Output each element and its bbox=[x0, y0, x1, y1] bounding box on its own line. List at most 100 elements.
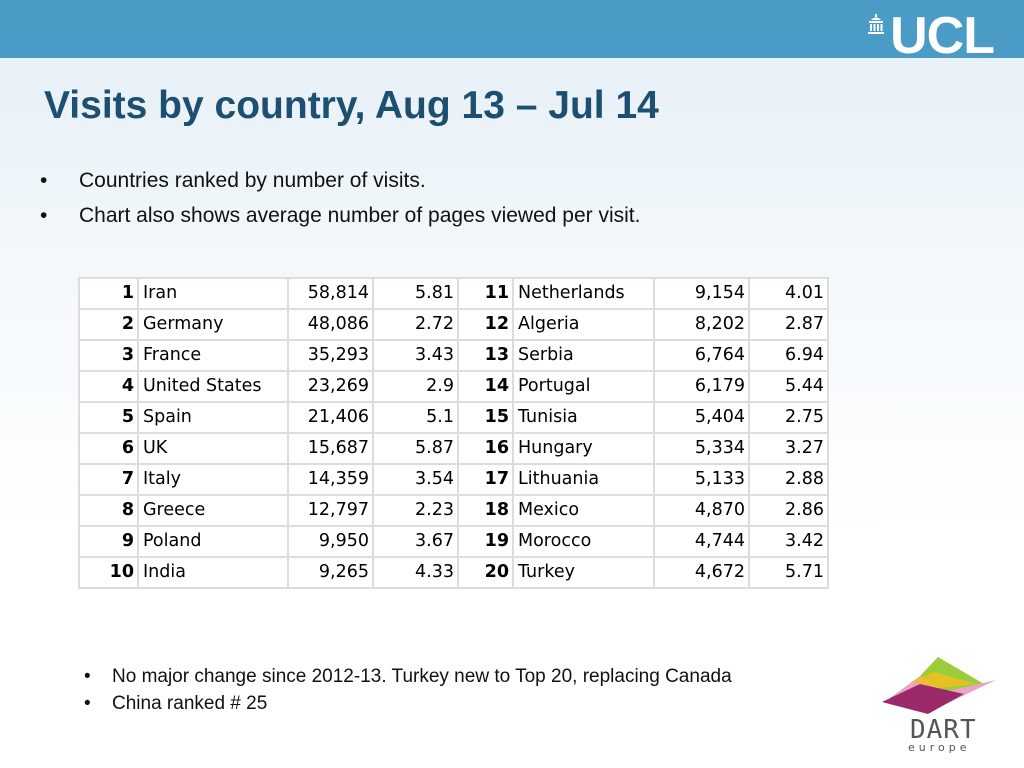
visits-cell: 35,293 bbox=[287, 339, 374, 372]
portico-icon bbox=[868, 14, 885, 34]
ucl-logo: UCL bbox=[868, 7, 995, 65]
visits-cell: 4,672 bbox=[653, 556, 750, 589]
country-cell: Tunisia bbox=[512, 401, 655, 434]
country-cell: UK bbox=[137, 432, 289, 465]
table-row: 6 UK 15,687 5.87 16 Hungary 5,334 3.27 bbox=[78, 432, 829, 465]
country-cell: Italy bbox=[137, 463, 289, 496]
pages-per-visit-cell: 2.9 bbox=[372, 370, 459, 403]
pages-per-visit-cell: 2.87 bbox=[748, 308, 829, 341]
pages-per-visit-cell: 2.86 bbox=[748, 494, 829, 527]
rank-cell: 16 bbox=[457, 432, 514, 465]
rank-cell: 8 bbox=[78, 494, 139, 527]
visits-cell: 4,870 bbox=[653, 494, 750, 527]
pages-per-visit-cell: 2.72 bbox=[372, 308, 459, 341]
rank-cell: 2 bbox=[78, 308, 139, 341]
dart-logo-text: DART bbox=[910, 715, 977, 745]
country-cell: Greece bbox=[137, 494, 289, 527]
rank-cell: 13 bbox=[457, 339, 514, 372]
rank-cell: 14 bbox=[457, 370, 514, 403]
pages-per-visit-cell: 5.81 bbox=[372, 277, 459, 310]
rank-cell: 10 bbox=[78, 556, 139, 589]
visits-cell: 58,814 bbox=[287, 277, 374, 310]
pages-per-visit-cell: 5.1 bbox=[372, 401, 459, 434]
visits-cell: 15,687 bbox=[287, 432, 374, 465]
visits-cell: 9,950 bbox=[287, 525, 374, 558]
dart-europe-logo: DART europe bbox=[882, 657, 996, 754]
table-row: 3 France 35,293 3.43 13 Serbia 6,764 6.94 bbox=[78, 339, 829, 372]
country-cell: Spain bbox=[137, 401, 289, 434]
country-cell: Portugal bbox=[512, 370, 655, 403]
pages-per-visit-cell: 4.33 bbox=[372, 556, 459, 589]
pages-per-visit-cell: 5.44 bbox=[748, 370, 829, 403]
visits-cell: 6,764 bbox=[653, 339, 750, 372]
rank-cell: 3 bbox=[78, 339, 139, 372]
rank-cell: 9 bbox=[78, 525, 139, 558]
visits-cell: 48,086 bbox=[287, 308, 374, 341]
pages-per-visit-cell: 3.42 bbox=[748, 525, 829, 558]
rank-cell: 7 bbox=[78, 463, 139, 496]
visits-cell: 9,154 bbox=[653, 277, 750, 310]
slide-title: Visits by country, Aug 13 – Jul 14 bbox=[44, 84, 659, 127]
country-cell: France bbox=[137, 339, 289, 372]
visits-cell: 5,334 bbox=[653, 432, 750, 465]
visits-cell: 5,133 bbox=[653, 463, 750, 496]
country-cell: Netherlands bbox=[512, 277, 655, 310]
rank-cell: 12 bbox=[457, 308, 514, 341]
rank-cell: 6 bbox=[78, 432, 139, 465]
table-row: 7 Italy 14,359 3.54 17 Lithuania 5,133 2.88 bbox=[78, 463, 829, 496]
visits-cell: 23,269 bbox=[287, 370, 374, 403]
ucl-logo-text: UCL bbox=[890, 7, 995, 65]
rank-cell: 5 bbox=[78, 401, 139, 434]
rank-cell: 1 bbox=[78, 277, 139, 310]
rank-cell: 15 bbox=[457, 401, 514, 434]
pages-per-visit-cell: 5.71 bbox=[748, 556, 829, 589]
country-cell: Hungary bbox=[512, 432, 655, 465]
visits-cell: 8,202 bbox=[653, 308, 750, 341]
notes-bullets: No major change since 2012-13. Turkey ne… bbox=[84, 664, 732, 718]
table-row: 1 Iran 58,814 5.81 11 Netherlands 9,154 4.01 bbox=[78, 277, 829, 310]
bullet-item: Chart also shows average number of pages… bbox=[40, 201, 640, 236]
pages-per-visit-cell: 2.75 bbox=[748, 401, 829, 434]
intro-bullets: Countries ranked by number of visits. Ch… bbox=[40, 166, 640, 236]
table-row: 9 Poland 9,950 3.67 19 Morocco 4,744 3.42 bbox=[78, 525, 829, 558]
country-cell: India bbox=[137, 556, 289, 589]
pages-per-visit-cell: 6.94 bbox=[748, 339, 829, 372]
country-cell: Poland bbox=[137, 525, 289, 558]
rank-cell: 18 bbox=[457, 494, 514, 527]
rank-cell: 19 bbox=[457, 525, 514, 558]
visits-cell: 21,406 bbox=[287, 401, 374, 434]
country-cell: Iran bbox=[137, 277, 289, 310]
rank-cell: 11 bbox=[457, 277, 514, 310]
country-cell: Algeria bbox=[512, 308, 655, 341]
bullet-item: No major change since 2012-13. Turkey ne… bbox=[84, 664, 732, 691]
visits-cell: 4,744 bbox=[653, 525, 750, 558]
country-cell: Turkey bbox=[512, 556, 655, 589]
pages-per-visit-cell: 3.43 bbox=[372, 339, 459, 372]
country-cell: Mexico bbox=[512, 494, 655, 527]
dart-logo-subtext: europe bbox=[908, 741, 971, 754]
table-row: 5 Spain 21,406 5.1 15 Tunisia 5,404 2.75 bbox=[78, 401, 829, 434]
table-row: 2 Germany 48,086 2.72 12 Algeria 8,202 2.87 bbox=[78, 308, 829, 341]
country-cell: Morocco bbox=[512, 525, 655, 558]
pages-per-visit-cell: 4.01 bbox=[748, 277, 829, 310]
pages-per-visit-cell: 3.54 bbox=[372, 463, 459, 496]
table-body: 1 Iran 58,814 5.81 11 Netherlands 9,154 4.01 2 Ge… bbox=[78, 277, 829, 589]
country-ranking-table: 1 Iran 58,814 5.81 11 Netherlands 9,154 4.01 2 Ge… bbox=[78, 277, 829, 589]
visits-cell: 14,359 bbox=[287, 463, 374, 496]
table-row: 8 Greece 12,797 2.23 18 Mexico 4,870 2.86 bbox=[78, 494, 829, 527]
country-cell: Serbia bbox=[512, 339, 655, 372]
country-cell: Germany bbox=[137, 308, 289, 341]
table-row: 4 United States 23,269 2.9 14 Portugal 6,179 5.… bbox=[78, 370, 829, 403]
visits-cell: 5,404 bbox=[653, 401, 750, 434]
pages-per-visit-cell: 2.88 bbox=[748, 463, 829, 496]
pages-per-visit-cell: 3.67 bbox=[372, 525, 459, 558]
bullet-item: Countries ranked by number of visits. bbox=[40, 166, 640, 201]
visits-cell: 6,179 bbox=[653, 370, 750, 403]
header-bar: UCL bbox=[0, 0, 1024, 65]
pages-per-visit-cell: 2.23 bbox=[372, 494, 459, 527]
rank-cell: 20 bbox=[457, 556, 514, 589]
country-cell: Lithuania bbox=[512, 463, 655, 496]
pages-per-visit-cell: 3.27 bbox=[748, 432, 829, 465]
country-cell: United States bbox=[137, 370, 289, 403]
bullet-item: China ranked # 25 bbox=[84, 691, 732, 718]
